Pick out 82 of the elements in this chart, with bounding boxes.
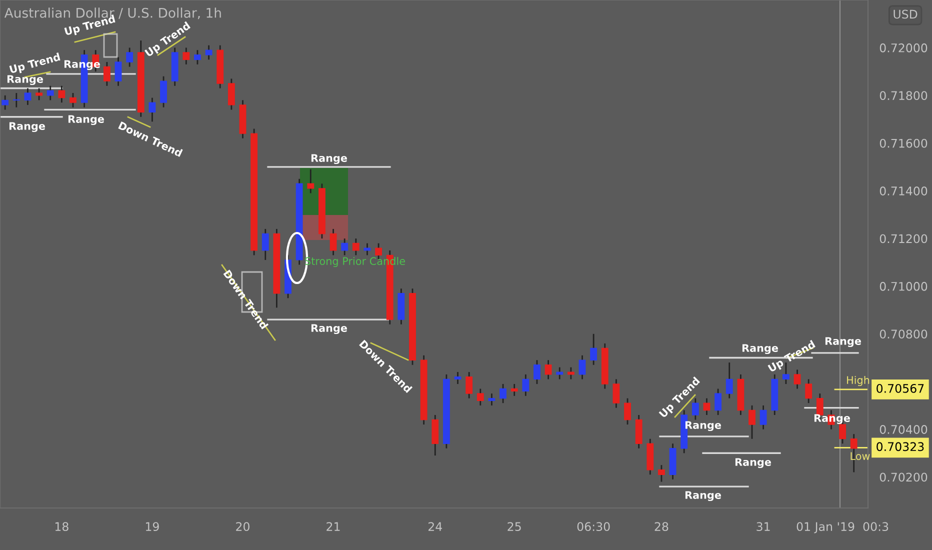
candlestick <box>307 168 314 194</box>
y-tick-label: 0.71000 <box>880 282 928 291</box>
candlestick <box>24 88 32 106</box>
candlestick <box>534 359 540 385</box>
annotation: Up Trend <box>9 52 61 76</box>
x-tick-label: 18 <box>55 522 68 532</box>
candlestick <box>341 238 348 256</box>
y-tick-label: 0.71600 <box>880 138 928 148</box>
candlestick <box>160 76 167 108</box>
ref-line-label: 0.70567 <box>876 384 924 393</box>
x-tick-label: 28 <box>654 522 668 532</box>
candlestick <box>2 94 9 110</box>
y-tick-label: 0.71200 <box>880 234 928 244</box>
candlestick <box>114 56 122 87</box>
x-tick-label: 06:30 <box>577 522 610 532</box>
candlestick <box>432 414 439 456</box>
candlestick <box>805 378 812 404</box>
y-tick-label: 0.71400 <box>880 186 928 196</box>
candlestick <box>103 61 110 87</box>
candlestick <box>556 366 564 380</box>
candlestick <box>228 78 235 110</box>
candlestick <box>658 464 665 482</box>
y-tick-label: 0.70200 <box>880 472 928 482</box>
candlestick <box>544 359 552 380</box>
x-tick-label: 21 <box>326 522 340 531</box>
candlestick <box>567 366 574 380</box>
candlestick <box>58 85 66 104</box>
candlestick <box>262 228 269 261</box>
x-tick-label: 01 Jan '19 00:3 <box>796 522 888 534</box>
annotation: Low <box>850 452 870 460</box>
candlestick <box>364 242 371 256</box>
ref-line-label: Range <box>742 344 778 354</box>
y-axis-title: USD <box>894 10 918 19</box>
y-tick-label: 0.72000 <box>880 43 928 52</box>
candlestick <box>12 92 20 108</box>
candlestick <box>703 398 710 416</box>
candlestick <box>794 368 801 390</box>
candlestick <box>126 47 134 68</box>
ref-line-label: Range <box>9 122 45 132</box>
candlestick <box>330 228 337 256</box>
candlestick <box>760 404 767 430</box>
ref-line-label: Range <box>311 154 347 164</box>
candlestick <box>36 88 43 101</box>
candlestick <box>500 383 506 404</box>
ref-line-label: Range <box>311 324 347 334</box>
candlestick <box>782 362 790 385</box>
ref-line-label: Range <box>735 458 771 468</box>
candlestick <box>194 49 201 66</box>
candlestick <box>466 371 473 399</box>
ref-line-label: Range <box>7 75 43 86</box>
x-tick-label: 24 <box>428 522 442 531</box>
candlestick <box>46 85 54 101</box>
x-tick-label: 20 <box>236 522 250 532</box>
candlestick <box>510 383 518 397</box>
candlestick <box>726 362 733 399</box>
candlestick <box>522 374 530 397</box>
candlestick <box>70 92 76 108</box>
candlestick <box>612 378 620 409</box>
ref-line-label: Range <box>685 491 721 502</box>
ref-line-label: 0.70323 <box>876 442 924 452</box>
candlestick <box>624 398 631 426</box>
x-tick-label: 19 <box>146 522 159 532</box>
annotation: High <box>847 376 870 386</box>
candlestick <box>476 388 484 406</box>
ref-line-label: Range <box>825 337 861 348</box>
candlestick <box>578 354 586 380</box>
candlestick <box>714 388 722 416</box>
candlestick <box>148 97 156 122</box>
candlestick <box>352 238 360 256</box>
ref-line-label: Range <box>68 115 104 126</box>
candlestick <box>182 47 190 66</box>
x-tick-label: 25 <box>508 522 521 532</box>
y-tick-label: 0.71800 <box>880 91 928 100</box>
candlestick <box>590 333 598 366</box>
candlestick <box>454 371 462 385</box>
candlestick <box>488 392 496 406</box>
y-tick-label: 0.70400 <box>880 425 928 434</box>
x-tick-label: 31 <box>756 522 770 532</box>
candlestick <box>205 44 212 60</box>
candlestick <box>748 404 756 440</box>
candlestick <box>635 414 642 450</box>
y-tick-label: 0.70800 <box>880 330 928 339</box>
